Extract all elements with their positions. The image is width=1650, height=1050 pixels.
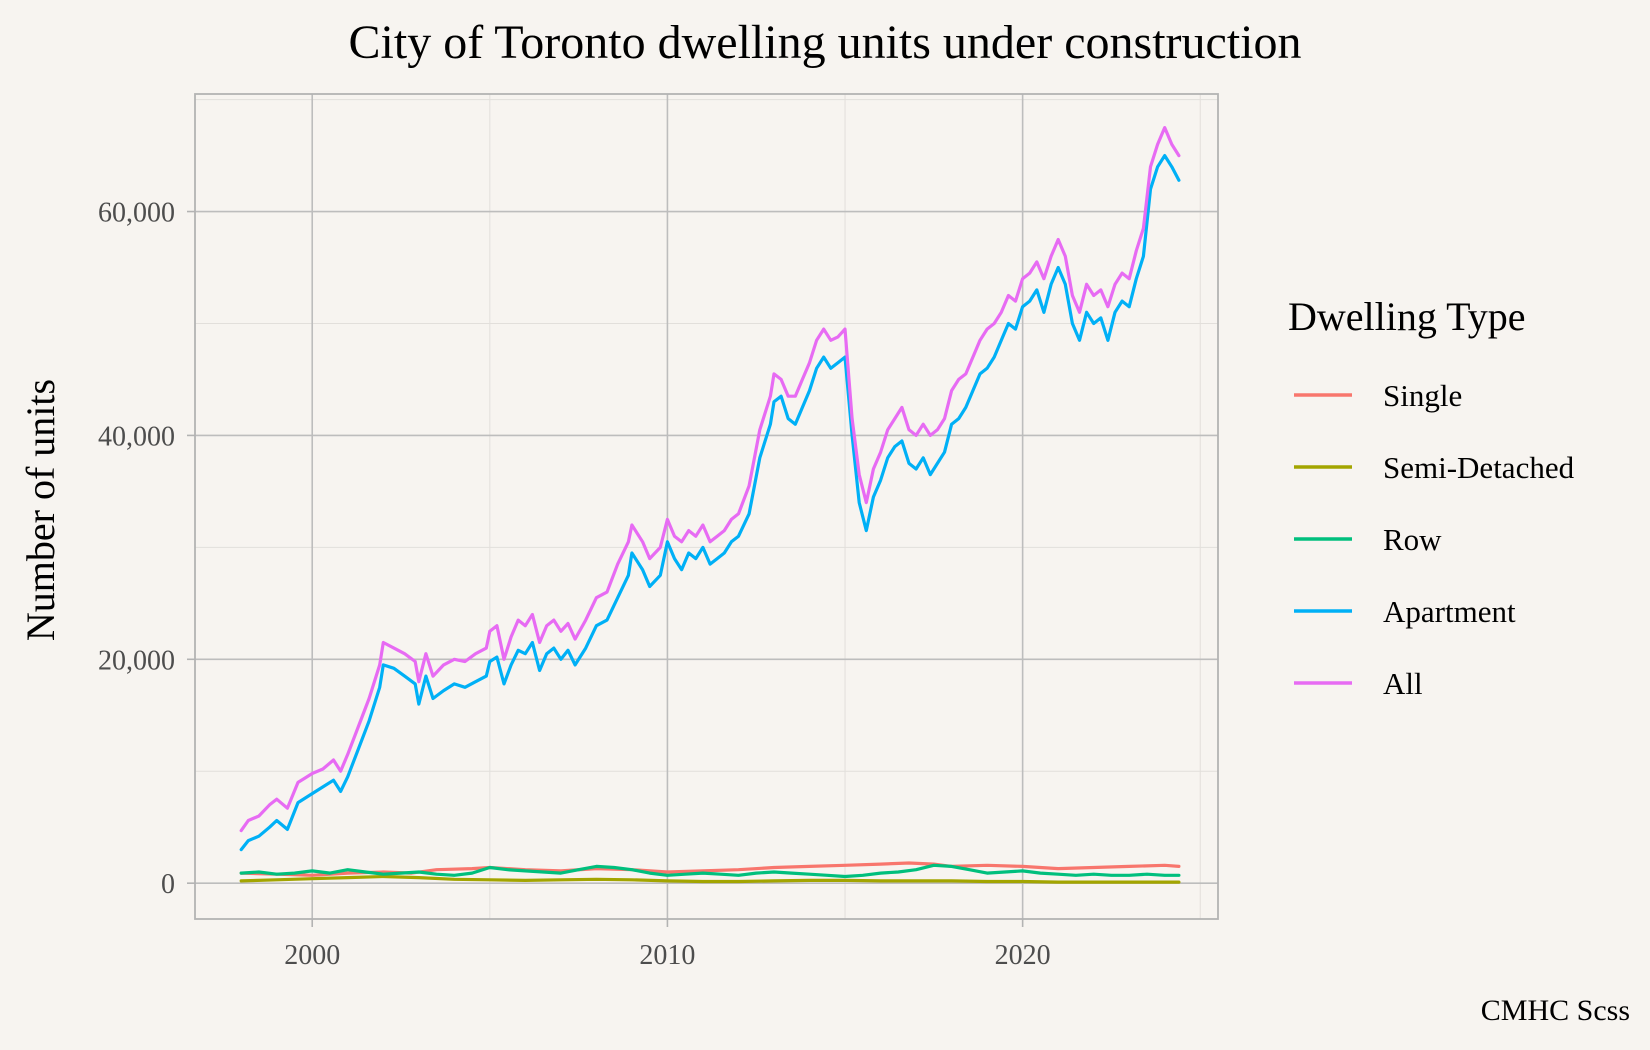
legend-label-semi-detached: Semi-Detached [1383, 450, 1575, 485]
x-tick-label: 2020 [995, 940, 1051, 971]
y-tick-label: 20,000 [98, 645, 175, 676]
series-lines [239, 125, 1181, 884]
y-tick-label: 0 [161, 869, 175, 900]
plot-panel-border [194, 93, 1219, 920]
y-tick-label: 40,000 [98, 421, 175, 452]
legend-label-apartment: Apartment [1383, 594, 1516, 629]
legend-title: Dwelling Type [1288, 294, 1526, 339]
series-line-semi-detached [239, 874, 1181, 884]
legend-label-single: Single [1383, 378, 1462, 413]
series-line-all [239, 125, 1181, 833]
chart-title: City of Toronto dwelling units under con… [349, 16, 1302, 69]
chart-caption: CMHC Scss [1481, 994, 1630, 1027]
legend-label-row: Row [1383, 522, 1442, 557]
y-axis-title: Number of units [18, 379, 63, 641]
legend: Dwelling Type Single Semi-Detached Row Apar… [1288, 294, 1575, 701]
series-line-row [239, 863, 1181, 879]
y-tick-label: 60,000 [98, 198, 175, 229]
legend-label-all: All [1383, 666, 1423, 701]
series-line-apartment [239, 154, 1181, 852]
x-tick-label: 2000 [284, 940, 340, 971]
x-tick-label: 2010 [639, 940, 695, 971]
axis-ticks: 2000 2010 2020 0 20,000 40,000 60,000 [98, 198, 1051, 971]
